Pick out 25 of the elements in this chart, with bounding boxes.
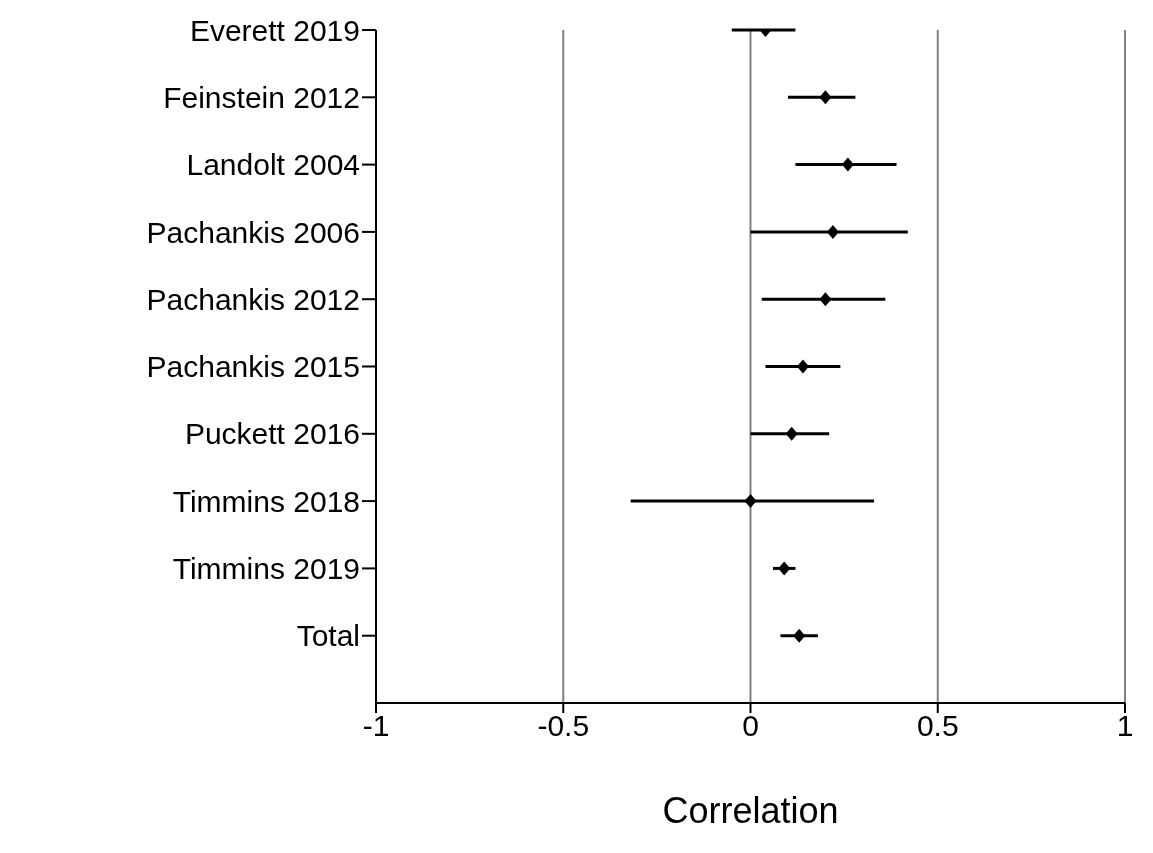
- point: [819, 292, 832, 307]
- x-tick-label: 0: [742, 709, 759, 743]
- y-tick-label: Pachankis 2015: [146, 350, 360, 384]
- y-tick-label: Everett 2019: [189, 13, 360, 47]
- point: [778, 561, 791, 576]
- y-tick-label: Landolt 2004: [186, 148, 360, 182]
- x-tick-label: -1: [362, 709, 390, 743]
- x-axis-title: Correlation: [662, 790, 839, 831]
- x-tick-label: 0.5: [916, 709, 959, 743]
- y-tick-label: Pachankis 2012: [146, 282, 360, 316]
- point: [841, 157, 854, 172]
- point: [785, 426, 798, 441]
- y-tick-label: Puckett 2016: [184, 417, 360, 451]
- point: [826, 224, 839, 239]
- y-tick-label: Feinstein 2012: [163, 80, 360, 114]
- point: [744, 494, 757, 509]
- point: [796, 359, 809, 374]
- y-tick-label: Timmins 2018: [172, 484, 360, 518]
- y-tick-label: Pachankis 2006: [146, 215, 360, 249]
- point: [819, 90, 832, 105]
- y-tick-label: Timmins 2019: [172, 552, 360, 586]
- x-tick-label: 1: [1116, 709, 1134, 743]
- point: [793, 628, 806, 643]
- x-tick-label: -0.5: [537, 709, 590, 743]
- y-tick-label: Total: [296, 619, 360, 653]
